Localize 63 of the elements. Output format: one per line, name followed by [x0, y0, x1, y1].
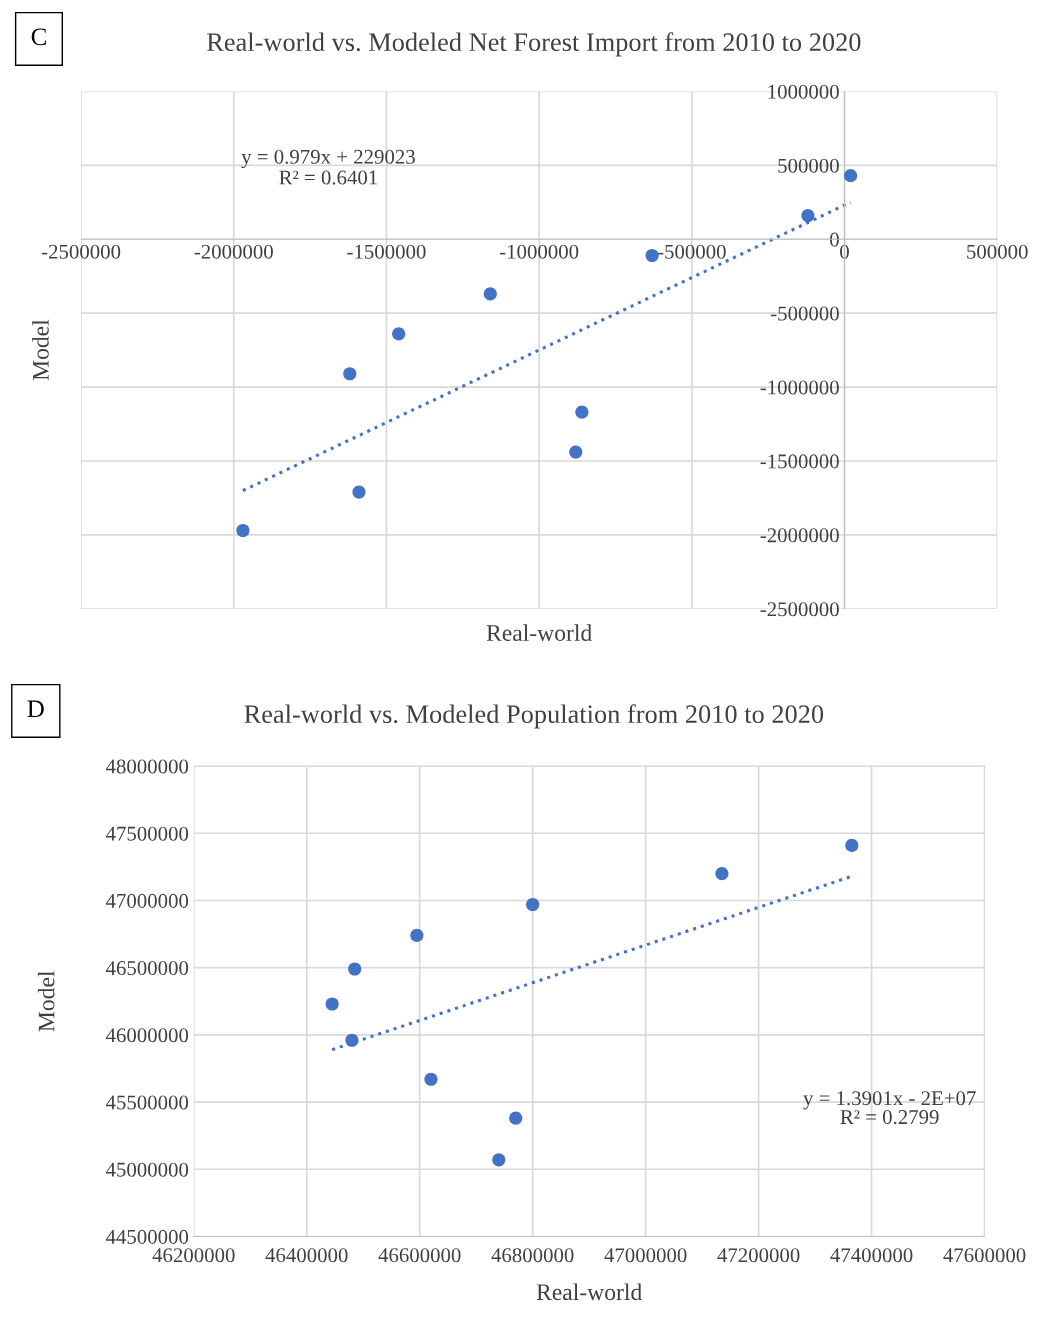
text: D — [27, 700, 44, 718]
point — [325, 997, 339, 1011]
point — [483, 287, 497, 301]
y-tick-label: 47500000 — [105, 826, 189, 841]
x-tick-label: 46400000 — [265, 1248, 348, 1263]
point — [844, 169, 858, 183]
annotation: R² = 0.2799 — [840, 1110, 939, 1125]
x-tick-label: -1000000 — [499, 244, 579, 259]
point — [509, 1111, 523, 1125]
y-axis-title: Model — [37, 970, 55, 1032]
x-tick-label: -1500000 — [347, 244, 426, 259]
chart-title: Real-world vs. Modeled Net Forest Import from 2010 to 2020 — [207, 32, 861, 57]
x-tick-label: 46600000 — [378, 1248, 461, 1263]
annotation: y = 1.3901x - 2E+07 — [803, 1091, 976, 1110]
y-tick-label: 1000000 — [768, 84, 839, 99]
y-tick-label: -2000000 — [760, 528, 839, 543]
annotation: R² = 0.6401 — [279, 170, 377, 185]
x-tick-label: 0 — [840, 244, 849, 259]
x-tick-label: 47000000 — [604, 1248, 687, 1263]
point — [392, 327, 406, 341]
x-tick-label: 47200000 — [717, 1248, 800, 1263]
y-tick-label: -1000000 — [760, 380, 839, 395]
y-tick-label: 0 — [830, 232, 839, 247]
point — [236, 523, 250, 538]
point — [348, 962, 362, 976]
point — [801, 208, 815, 223]
point — [492, 1153, 506, 1167]
point — [575, 405, 589, 419]
x-axis-title: Real-world — [536, 1283, 642, 1301]
y-tick-label: 500000 — [778, 158, 839, 173]
y-tick-label: -2500000 — [760, 602, 839, 617]
x-tick-label: 47400000 — [830, 1248, 913, 1263]
x-tick-label: -2500000 — [41, 244, 121, 259]
point — [569, 445, 583, 459]
point — [410, 928, 424, 943]
point — [645, 248, 659, 263]
y-tick-label: 46000000 — [105, 1028, 189, 1043]
x-axis-title: Real-world — [486, 624, 592, 641]
y-tick-label: 45500000 — [105, 1095, 189, 1110]
point — [352, 485, 366, 499]
x-tick-label: 500000 — [967, 244, 1028, 259]
y-tick-label: -1500000 — [760, 454, 839, 469]
x-tick-label: 47600000 — [943, 1248, 1026, 1263]
x-tick-label: 46800000 — [491, 1248, 574, 1263]
annotation: y = 0.979x + 229023 — [241, 149, 415, 169]
x-tick-label: -2000000 — [194, 244, 273, 259]
y-tick-label: 46500000 — [105, 961, 189, 976]
y-tick-label: 44500000 — [105, 1229, 189, 1244]
point — [424, 1072, 438, 1086]
point — [526, 897, 540, 912]
text: C — [31, 28, 46, 46]
y-tick-label: 48000000 — [105, 759, 189, 774]
point — [715, 867, 729, 881]
y-tick-label: -500000 — [770, 306, 839, 321]
point — [343, 367, 357, 381]
y-axis-title: Model — [32, 319, 49, 381]
y-tick-label: 45000000 — [105, 1162, 189, 1177]
x-tick-label: -500000 — [657, 244, 726, 259]
point — [345, 1033, 359, 1047]
chart-title: Real-world vs. Modeled Population from 2010 to 2020 — [244, 704, 824, 729]
point — [845, 838, 859, 852]
x-tick-label: 46200000 — [152, 1248, 235, 1263]
y-tick-label: 47000000 — [105, 893, 189, 908]
